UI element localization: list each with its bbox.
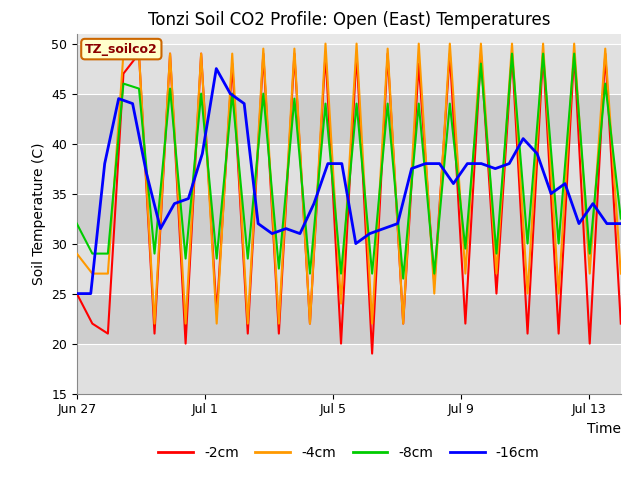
- Bar: [77, 144, 621, 193]
- Y-axis label: Soil Temperature (C): Soil Temperature (C): [31, 143, 45, 285]
- Legend: -2cm, -4cm, -8cm, -16cm: -2cm, -4cm, -8cm, -16cm: [152, 441, 545, 466]
- Bar: [77, 294, 621, 344]
- Bar: [77, 243, 621, 294]
- Bar: [77, 193, 621, 243]
- Text: Time: Time: [587, 422, 621, 436]
- Bar: [77, 344, 621, 394]
- Bar: [77, 44, 621, 94]
- Text: TZ_soilco2: TZ_soilco2: [85, 43, 157, 56]
- Title: Tonzi Soil CO2 Profile: Open (East) Temperatures: Tonzi Soil CO2 Profile: Open (East) Temp…: [148, 11, 550, 29]
- Bar: [77, 94, 621, 144]
